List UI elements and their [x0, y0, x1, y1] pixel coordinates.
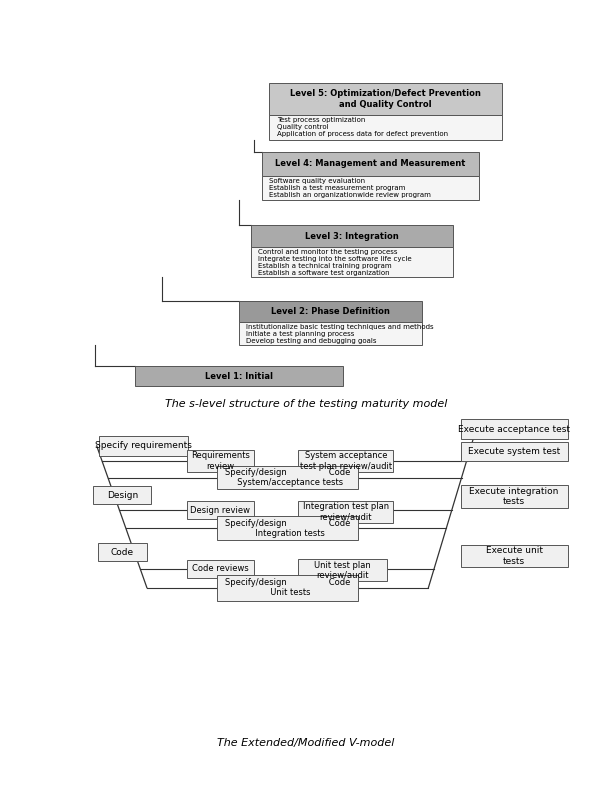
Text: Institutionalize basic testing techniques and methods
Initiate a test planning p: Institutionalize basic testing technique… — [246, 324, 434, 344]
FancyBboxPatch shape — [239, 301, 422, 322]
Text: Execute integration
tests: Execute integration tests — [469, 487, 559, 506]
Text: Level 5: Optimization/Defect Prevention
and Quality Control: Level 5: Optimization/Defect Prevention … — [290, 89, 481, 109]
FancyBboxPatch shape — [217, 466, 358, 489]
FancyBboxPatch shape — [187, 559, 254, 578]
FancyBboxPatch shape — [460, 485, 568, 508]
Text: Level 2: Phase Definition: Level 2: Phase Definition — [271, 307, 390, 316]
FancyBboxPatch shape — [460, 545, 568, 567]
FancyBboxPatch shape — [460, 419, 568, 439]
Text: Unit test plan
review/audit: Unit test plan review/audit — [315, 561, 371, 580]
Text: Design: Design — [106, 490, 138, 500]
Text: Test process optimization
Quality control
Application of process data for defect: Test process optimization Quality contro… — [277, 117, 448, 137]
Text: Level 4: Management and Measurement: Level 4: Management and Measurement — [275, 159, 466, 169]
Text: Control and monitor the testing process
Integrate testing into the software life: Control and monitor the testing process … — [258, 249, 412, 276]
Text: Level 1: Initial: Level 1: Initial — [204, 371, 273, 381]
FancyBboxPatch shape — [298, 450, 393, 472]
FancyBboxPatch shape — [251, 247, 453, 277]
FancyBboxPatch shape — [269, 83, 502, 115]
FancyBboxPatch shape — [239, 322, 422, 345]
Text: Software quality evaluation
Establish a test measurement program
Establish an or: Software quality evaluation Establish a … — [269, 178, 431, 198]
Text: Integration test plan
review/audit: Integration test plan review/audit — [303, 502, 389, 521]
Text: Specify/design                Code
  Unit tests: Specify/design Code Unit tests — [225, 578, 350, 597]
FancyBboxPatch shape — [262, 176, 479, 200]
Text: Code reviews: Code reviews — [192, 564, 248, 573]
FancyBboxPatch shape — [99, 436, 188, 455]
FancyBboxPatch shape — [217, 575, 358, 600]
FancyBboxPatch shape — [94, 485, 152, 504]
FancyBboxPatch shape — [269, 115, 502, 140]
FancyBboxPatch shape — [262, 152, 479, 176]
Text: Specify/design                Code
  Integration tests: Specify/design Code Integration tests — [225, 519, 350, 538]
FancyBboxPatch shape — [460, 442, 568, 461]
FancyBboxPatch shape — [251, 225, 453, 247]
FancyBboxPatch shape — [217, 516, 358, 540]
Text: Level 3: Integration: Level 3: Integration — [305, 231, 399, 241]
Text: Execute acceptance test: Execute acceptance test — [458, 425, 570, 434]
Text: System acceptance
test plan review/audit: System acceptance test plan review/audit — [300, 451, 392, 470]
Text: Requirements
review: Requirements review — [191, 451, 250, 470]
Text: Specify requirements: Specify requirements — [95, 441, 192, 451]
Text: Execute unit
tests: Execute unit tests — [485, 546, 543, 565]
Text: The s-level structure of the testing maturity model: The s-level structure of the testing mat… — [165, 399, 447, 409]
Text: The Extended/Modified V-model: The Extended/Modified V-model — [217, 738, 395, 748]
FancyBboxPatch shape — [187, 501, 254, 520]
FancyBboxPatch shape — [187, 450, 254, 472]
Text: Specify/design                Code
  System/acceptance tests: Specify/design Code System/acceptance te… — [225, 468, 350, 487]
FancyBboxPatch shape — [98, 543, 147, 561]
FancyBboxPatch shape — [135, 366, 343, 386]
FancyBboxPatch shape — [299, 559, 387, 581]
Text: Design review: Design review — [190, 505, 250, 515]
Text: Execute system test: Execute system test — [468, 447, 560, 456]
Text: Code: Code — [111, 547, 134, 557]
FancyBboxPatch shape — [298, 501, 393, 523]
